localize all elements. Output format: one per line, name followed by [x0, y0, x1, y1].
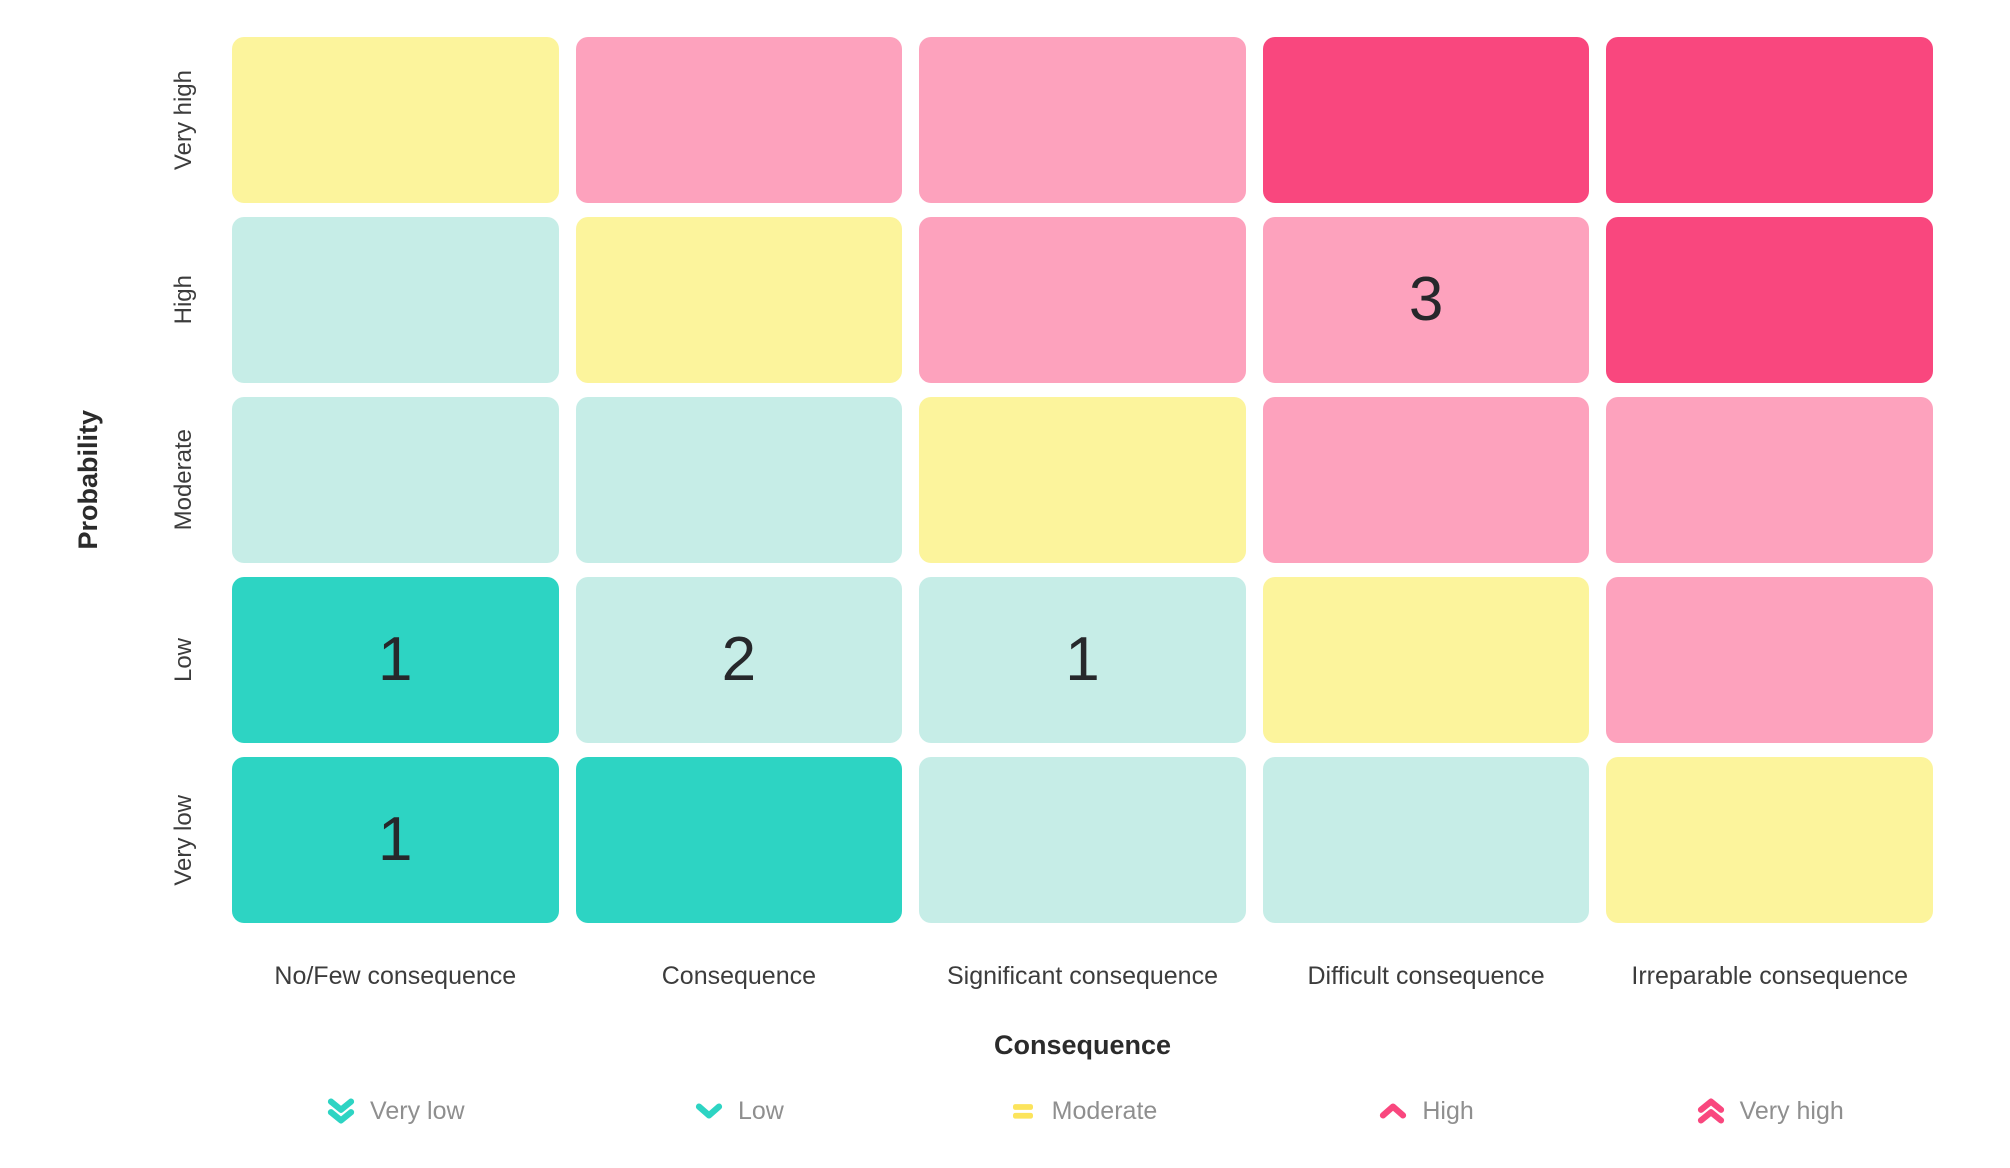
row-label-slot-4: Very low [158, 757, 210, 923]
legend-label: Very high [1739, 1096, 1844, 1125]
column-label-3: Difficult consequence [1307, 962, 1545, 990]
legend-label: Low [737, 1096, 784, 1125]
matrix-cell-r4-c1[interactable] [575, 757, 903, 923]
matrix-cell-r0-c2[interactable] [919, 37, 1246, 203]
matrix-cell-r3-c4[interactable] [1606, 577, 1933, 743]
legend-item-moderate[interactable]: Moderate [919, 1096, 1246, 1126]
matrix-cell-r4-c2[interactable] [919, 757, 1246, 923]
matrix-cell-r1-c2[interactable] [919, 217, 1246, 383]
row-label-slot-2: Moderate [158, 397, 210, 563]
matrix-cell-r3-c2[interactable]: 1 [919, 577, 1246, 743]
row-label: High [170, 275, 197, 325]
cell-risk-count: 1 [1065, 625, 1100, 694]
y-axis-title-text: Probability [72, 410, 103, 550]
column-label-4: Irreparable consequence [1631, 962, 1908, 990]
double-chevron-down-icon [326, 1096, 356, 1126]
row-label: Very high [170, 69, 197, 171]
matrix-cell-r4-c0[interactable]: 1 [232, 757, 559, 923]
matrix-cell-r4-c3[interactable] [1262, 757, 1590, 923]
row-labels: Very high High Moderate Low Very low [158, 37, 210, 923]
column-label-0: No/Few consequence [274, 962, 517, 990]
matrix-cell-r2-c0[interactable] [232, 397, 559, 563]
matrix-cell-r1-c3[interactable]: 3 [1262, 217, 1590, 383]
row-label-slot-0: Very high [158, 37, 210, 203]
y-axis-title: Probability [62, 37, 114, 923]
legend-item-very-high[interactable]: Very high [1606, 1096, 1933, 1126]
legend-item-low[interactable]: Low [576, 1096, 903, 1126]
matrix-cell-r1-c4[interactable] [1606, 217, 1933, 383]
legend: Very low Low Moderate High Very high [232, 1096, 1933, 1126]
chevron-down-icon [694, 1096, 724, 1126]
matrix-cell-r0-c4[interactable] [1606, 37, 1933, 203]
risk-matrix-grid: 3 1 2 1 1 [232, 37, 1933, 923]
cell-risk-count: 3 [1408, 265, 1444, 334]
double-chevron-up-icon [1696, 1096, 1726, 1126]
column-label-2: Significant consequence [946, 962, 1218, 990]
matrix-cell-r4-c4[interactable] [1606, 757, 1933, 923]
matrix-cell-r1-c1[interactable] [575, 217, 903, 383]
row-label-slot-1: High [158, 217, 210, 383]
matrix-cell-r2-c3[interactable] [1262, 397, 1590, 563]
matrix-cell-r3-c3[interactable] [1262, 577, 1590, 743]
matrix-cell-r1-c0[interactable] [232, 217, 559, 383]
column-label-1: Consequence [661, 962, 817, 990]
matrix-cell-r2-c4[interactable] [1606, 397, 1933, 563]
row-label: Moderate [170, 429, 197, 531]
matrix-cell-r0-c1[interactable] [575, 37, 903, 203]
matrix-cell-r3-c0[interactable]: 1 [232, 577, 559, 743]
matrix-cell-r3-c1[interactable]: 2 [575, 577, 903, 743]
matrix-cell-r0-c3[interactable] [1262, 37, 1590, 203]
chevron-up-icon [1378, 1096, 1408, 1126]
matrix-cell-r2-c2[interactable] [919, 397, 1246, 563]
cell-risk-count: 1 [378, 625, 413, 694]
row-label-slot-3: Low [158, 577, 210, 743]
equals-icon [1008, 1096, 1038, 1126]
legend-label: Moderate [1051, 1096, 1158, 1125]
legend-label: Very low [370, 1096, 465, 1125]
column-labels: No/Few consequence Consequence Significant… [232, 962, 1933, 991]
cell-risk-count: 2 [721, 625, 757, 694]
cell-risk-count: 1 [378, 805, 413, 874]
matrix-cell-r0-c0[interactable] [232, 37, 559, 203]
row-label: Very low [170, 794, 197, 886]
legend-label: High [1422, 1096, 1474, 1125]
row-label: Low [170, 637, 197, 683]
legend-item-very-low[interactable]: Very low [232, 1096, 559, 1126]
x-axis-title: Consequence [993, 1030, 1172, 1060]
matrix-cell-r2-c1[interactable] [575, 397, 903, 563]
legend-item-high[interactable]: High [1263, 1096, 1590, 1126]
